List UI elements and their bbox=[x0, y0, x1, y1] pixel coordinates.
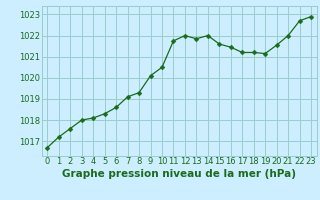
X-axis label: Graphe pression niveau de la mer (hPa): Graphe pression niveau de la mer (hPa) bbox=[62, 169, 296, 179]
